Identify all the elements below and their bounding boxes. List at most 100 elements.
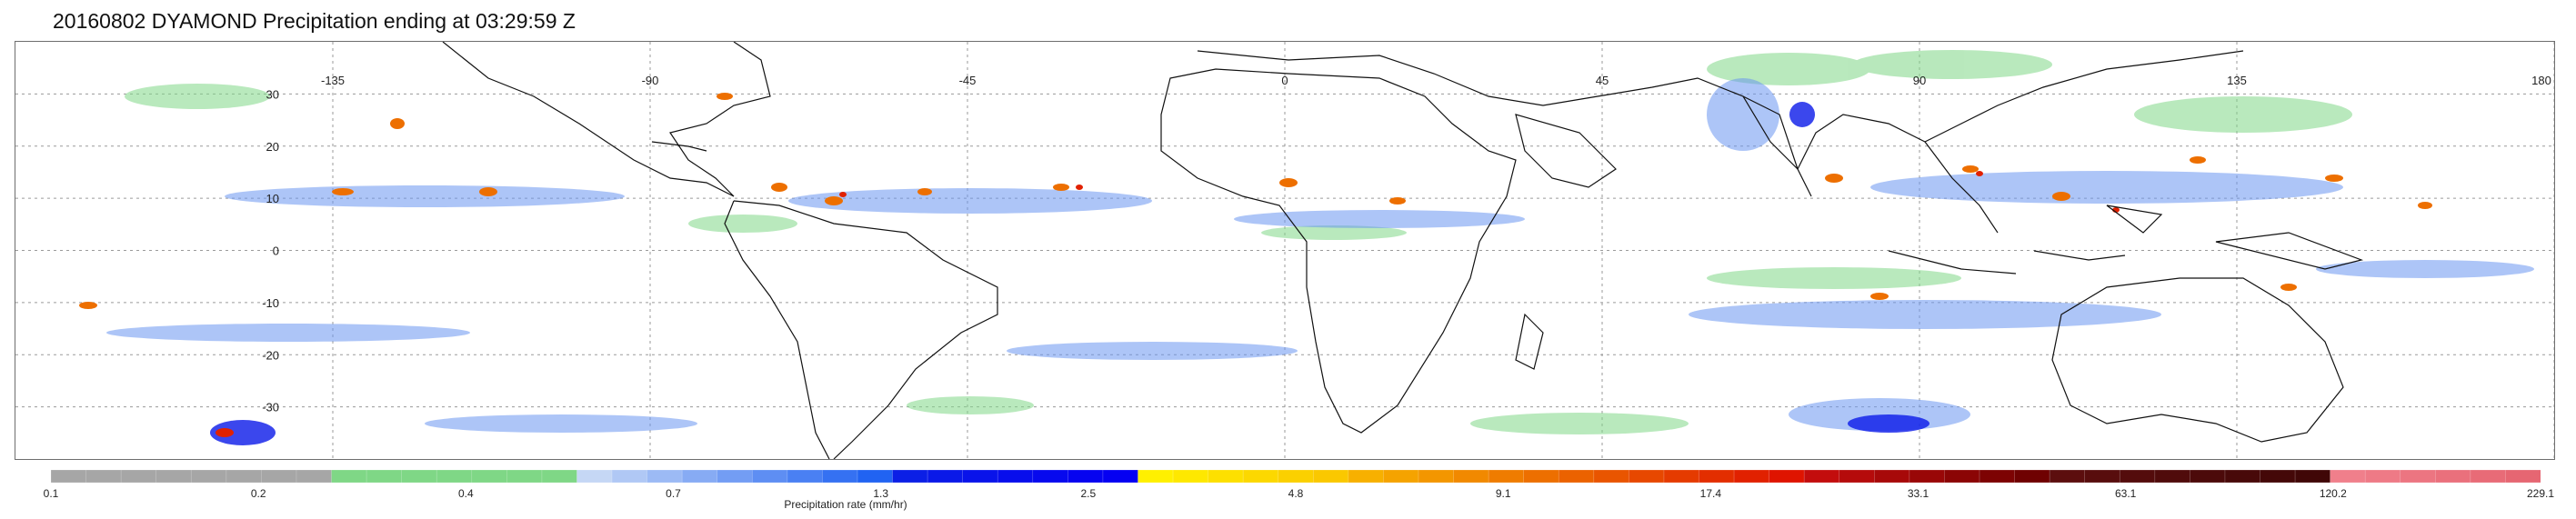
longitude-label: 90 xyxy=(1913,74,1926,87)
latitude-label: 30 xyxy=(266,87,279,101)
colorbar-segment xyxy=(2364,470,2401,483)
longitude-label: 135 xyxy=(2227,74,2247,87)
colorbar-segment xyxy=(1979,470,2016,483)
colorbar-segment xyxy=(85,470,122,483)
colorbar-segment xyxy=(2014,470,2050,483)
colorbar-segment xyxy=(120,470,157,483)
colorbar-segment xyxy=(1488,470,1525,483)
longitude-label: -45 xyxy=(959,74,977,87)
colorbar-segment xyxy=(2224,470,2261,483)
colorbar-tick-label: 120.2 xyxy=(2319,487,2347,500)
colorbar-segment xyxy=(2049,470,2086,483)
precipitation-field xyxy=(79,50,2534,445)
colorbar-segment xyxy=(331,470,367,483)
colorbar-segment xyxy=(1699,470,1735,483)
colorbar-segment xyxy=(1032,470,1069,483)
colorbar-segment xyxy=(1348,470,1385,483)
colorbar-segment xyxy=(1418,470,1455,483)
colorbar-segment xyxy=(261,470,297,483)
longitude-label: -90 xyxy=(642,74,659,87)
longitude-label: -135 xyxy=(321,74,345,87)
colorbar-tick-label: 229.1 xyxy=(2526,487,2555,500)
longitude-label: 45 xyxy=(1596,74,1609,87)
colorbar-segment xyxy=(436,470,473,483)
longitude-label: 180 xyxy=(2531,74,2551,87)
colorbar-segment xyxy=(2505,470,2541,483)
colorbar-segment xyxy=(1138,470,1174,483)
coastlines xyxy=(442,42,2364,459)
colorbar-segment xyxy=(1944,470,1980,483)
colorbar-segment xyxy=(611,470,648,483)
colorbar-segment xyxy=(1278,470,1315,483)
colorbar-segment xyxy=(647,470,683,483)
colorbar-segment xyxy=(1453,470,1489,483)
colorbar-segment xyxy=(366,470,403,483)
colorbar-segment xyxy=(1769,470,1805,483)
colorbar-segment xyxy=(997,470,1034,483)
colorbar-tick-label: 0.2 xyxy=(250,487,266,500)
colorbar-segment xyxy=(681,470,718,483)
colorbar-segment xyxy=(1874,470,1910,483)
colorbar-segment xyxy=(401,470,437,483)
colorbar-segment xyxy=(2154,470,2191,483)
colorbar-segment xyxy=(1733,470,1770,483)
colorbar-segment xyxy=(1242,470,1279,483)
colorbar-segment xyxy=(1102,470,1139,483)
colorbar-segment xyxy=(576,470,613,483)
colorbar-segment xyxy=(2400,470,2437,483)
colorbar-tick-label: 9.1 xyxy=(1495,487,1511,500)
colorbar-segment xyxy=(1629,470,1665,483)
colorbar-segment xyxy=(822,470,858,483)
colorbar-tick-label: 63.1 xyxy=(2114,487,2137,500)
page-title: 20160802 DYAMOND Precipitation ending at… xyxy=(53,9,576,33)
colorbar-segment xyxy=(226,470,263,483)
colorbar-segment xyxy=(787,470,824,483)
colorbar-segment xyxy=(190,470,227,483)
colorbar-tick-label: 4.8 xyxy=(1288,487,1304,500)
colorbar-segment xyxy=(2435,470,2471,483)
colorbar-segment xyxy=(2119,470,2156,483)
colorbar-tick-label: 33.1 xyxy=(1907,487,1929,500)
colorbar-segment xyxy=(296,470,333,483)
colorbar-segment xyxy=(1208,470,1244,483)
colorbar-segment xyxy=(541,470,578,483)
colorbar-segment xyxy=(1067,470,1104,483)
colorbar-segment xyxy=(1839,470,1876,483)
colorbar-segment xyxy=(717,470,754,483)
latitude-label: 0 xyxy=(273,245,279,258)
colorbar-segment xyxy=(1663,470,1700,483)
colorbar-segment xyxy=(892,470,928,483)
map-panel[interactable]: -135 -90 -45 0 45 90 135 180 30 20 10 0 -10 -20 -30 xyxy=(15,41,2555,460)
colorbar-segment xyxy=(2260,470,2296,483)
latitude-label: -30 xyxy=(262,401,279,414)
precipitation-map[interactable]: -135 -90 -45 0 45 90 135 180 30 20 10 0 -10 -20 -30 xyxy=(15,42,2554,459)
colorbar-tick-label: 0.1 xyxy=(43,487,59,500)
colorbar-tick-label: 17.4 xyxy=(1699,487,1722,500)
colorbar-tick-label: 0.7 xyxy=(666,487,681,500)
colorbar-segment xyxy=(857,470,894,483)
colorbar-segment xyxy=(2190,470,2226,483)
colorbar-segment xyxy=(927,470,964,483)
colorbar-segment xyxy=(1593,470,1630,483)
latitude-label: -20 xyxy=(262,348,279,362)
latitude-label: 20 xyxy=(266,140,279,154)
longitude-label: 0 xyxy=(1281,74,1288,87)
colorbar-segment xyxy=(1523,470,1560,483)
colorbar-segment xyxy=(1909,470,1946,483)
colorbar-segment xyxy=(51,470,87,483)
colorbar-segment xyxy=(962,470,999,483)
colorbar xyxy=(51,470,2541,483)
colorbar-segment xyxy=(155,470,193,483)
colorbar-segment xyxy=(2470,470,2507,483)
colorbar-tick-label: 2.5 xyxy=(1080,487,1097,500)
colorbar-segment xyxy=(471,470,508,483)
colorbar-tick-label: 0.4 xyxy=(457,487,474,500)
colorbar-segment xyxy=(2084,470,2121,483)
latitude-labels: 30 20 10 0 -10 -20 -30 xyxy=(262,87,279,414)
colorbar-tick-label: 1.3 xyxy=(873,487,888,500)
colorbar-title: Precipitation rate (mm/hr) xyxy=(784,498,907,511)
colorbar-segment xyxy=(2294,470,2331,483)
colorbar-segment xyxy=(751,470,788,483)
latitude-label: 10 xyxy=(266,192,279,205)
colorbar-segment xyxy=(1312,470,1349,483)
